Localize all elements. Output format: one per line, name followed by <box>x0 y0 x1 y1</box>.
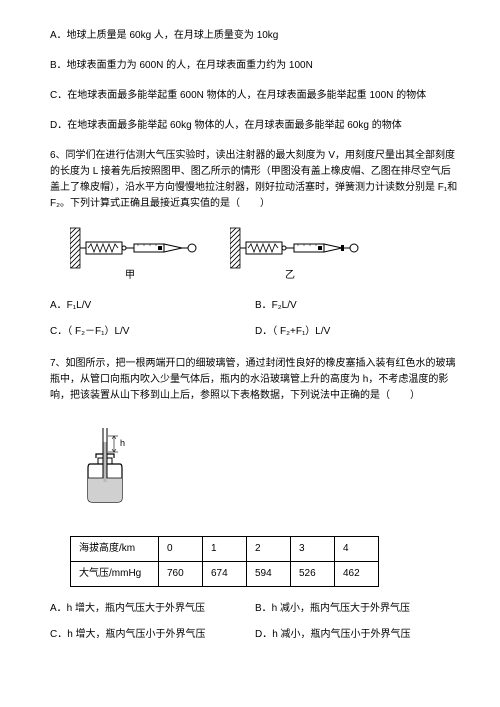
table-cell: 4 <box>335 537 379 562</box>
table-row: 大气压/mmHg 760 674 594 526 462 <box>71 562 379 587</box>
table-cell: 674 <box>203 562 247 587</box>
diagram-spring-b: 乙 <box>230 224 360 282</box>
table-header-altitude: 海拔高度/km <box>71 537 159 562</box>
diagram-label-b: 乙 <box>285 269 295 281</box>
q5-option-b: B．地球表面重力为 600N 的人，在月球表面重力约为 100N <box>50 58 460 74</box>
q6-text: 6、同学们在进行估测大气压实验时，读出注射器的最大刻度为 V，用刻度尺量出其全部… <box>50 148 460 212</box>
q5-option-c: C．在地球表面最多能举起重 600N 物体的人，在月球表面最多能举起重 100N… <box>50 88 460 104</box>
table-header-pressure: 大气压/mmHg <box>71 562 159 587</box>
table-row: 海拔高度/km 0 1 2 3 4 <box>71 537 379 562</box>
q5-option-d: D．在地球表面最多能举起 60kg 物体的人，在月球表面最多能举起 60kg 的… <box>50 118 460 134</box>
svg-text:h: h <box>120 438 125 448</box>
table-cell: 760 <box>159 562 203 587</box>
q7-option-a: A．h 增大，瓶内气压大于外界气压 <box>50 601 255 617</box>
q6-option-b: B．F₂L/V <box>255 298 460 314</box>
q6-option-a: A．F₁L/V <box>50 298 255 314</box>
table-cell: 3 <box>291 537 335 562</box>
q7-table: 海拔高度/km 0 1 2 3 4 大气压/mmHg 760 674 594 5… <box>70 536 379 587</box>
table-cell: 0 <box>159 537 203 562</box>
diagram-bottle: h <box>70 424 140 514</box>
q5-option-a: A．地球上质量是 60kg 人，在月球上质量变为 10kg <box>50 28 460 44</box>
table-cell: 526 <box>291 562 335 587</box>
q7-text: 7、如图所示，把一根两端开口的细玻璃管，通过封闭性良好的橡皮塞插入装有红色水的玻… <box>50 356 460 404</box>
table-cell: 2 <box>247 537 291 562</box>
q6-option-d: D．（ F₂+F₁）L/V <box>255 324 460 340</box>
q7-option-c: C．h 增大，瓶内气压小于外界气压 <box>50 627 255 643</box>
diagram-spring-a: 甲 <box>70 224 200 282</box>
q6-option-c: C．（ F₂－F₁）L/V <box>50 324 255 340</box>
table-cell: 594 <box>247 562 291 587</box>
q6-diagrams: 甲 乙 <box>70 224 460 282</box>
q7-option-b: B．h 减小，瓶内气压大于外界气压 <box>255 601 460 617</box>
q7-option-d: D．h 减小，瓶内气压小于外界气压 <box>255 627 460 643</box>
table-cell: 462 <box>335 562 379 587</box>
diagram-label-a: 甲 <box>125 270 135 281</box>
table-cell: 1 <box>203 537 247 562</box>
